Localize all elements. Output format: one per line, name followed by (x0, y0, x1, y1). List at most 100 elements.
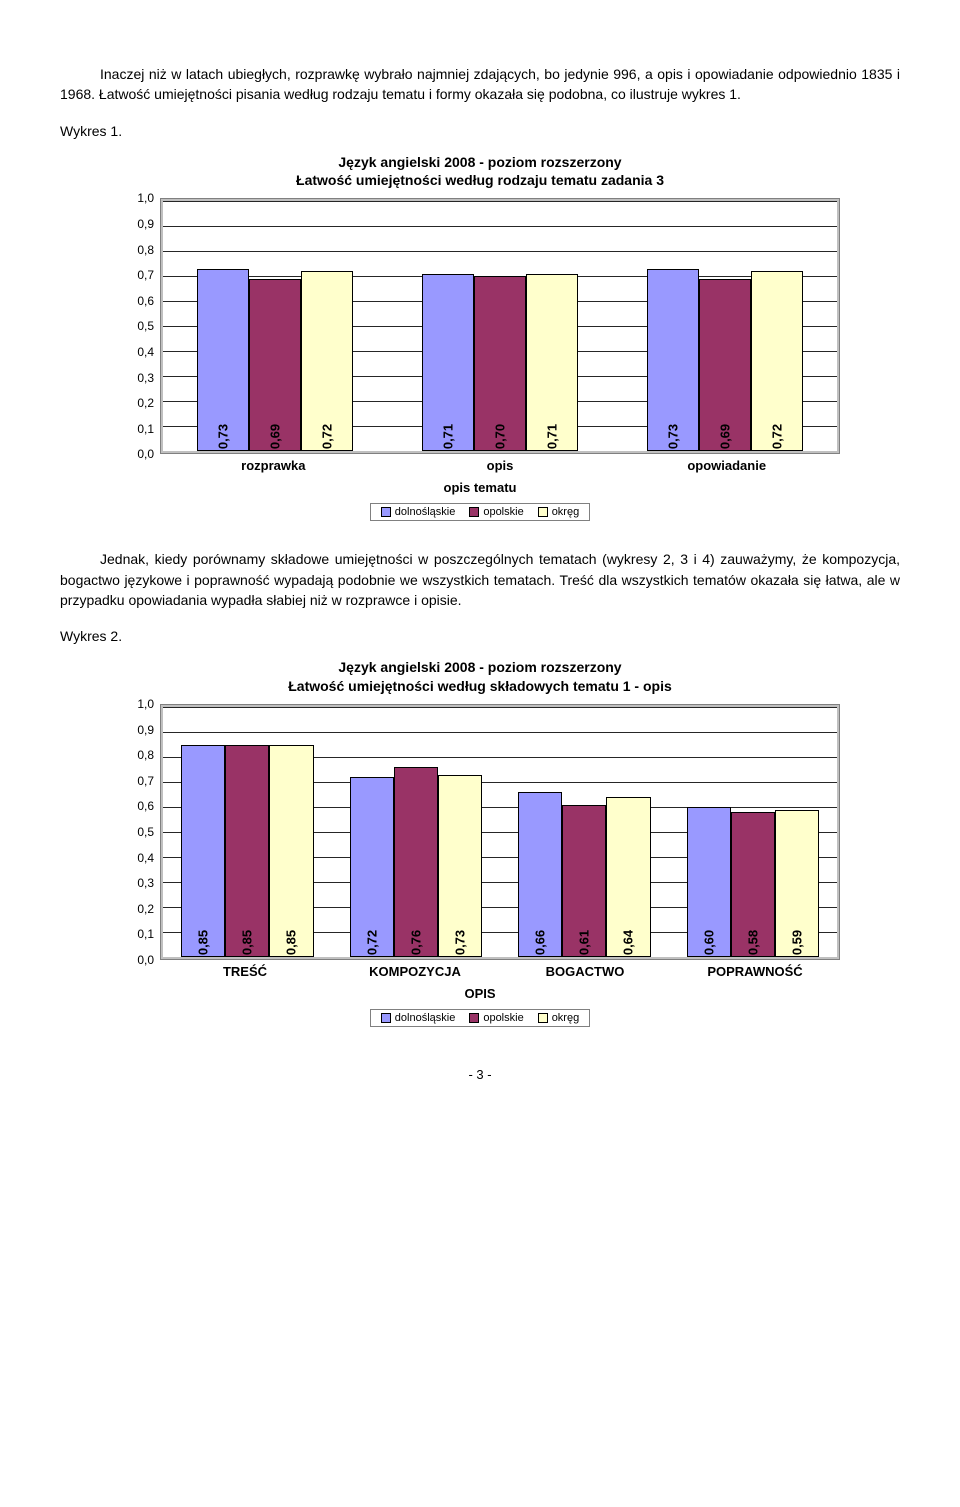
legend-swatch (469, 1013, 479, 1023)
bar: 0,58 (731, 812, 775, 957)
wykres1-label: Wykres 1. (60, 123, 900, 139)
chart-1: Język angielski 2008 - poziom rozszerzon… (120, 153, 840, 522)
x-axis-label: TREŚĆ (160, 960, 330, 984)
bar-value-label: 0,71 (441, 424, 456, 449)
legend-swatch (469, 507, 479, 517)
chart1-title-line1: Język angielski 2008 - poziom rozszerzon… (338, 154, 621, 170)
bar-value-label: 0,60 (701, 930, 716, 955)
bar-value-label: 0,85 (240, 930, 255, 955)
chart2-axis-title: OPIS (120, 986, 840, 1001)
y-tick-label: 1,0 (124, 191, 154, 205)
y-tick-label: 0,1 (124, 927, 154, 941)
bar-value-label: 0,69 (717, 424, 732, 449)
chart1-title: Język angielski 2008 - poziom rozszerzon… (120, 153, 840, 191)
y-tick-label: 0,9 (124, 723, 154, 737)
y-tick-label: 0,9 (124, 217, 154, 231)
legend-item: opolskie (469, 1012, 523, 1024)
bar-value-label: 0,85 (196, 930, 211, 955)
y-tick-label: 0,5 (124, 825, 154, 839)
y-tick-label: 0,0 (124, 953, 154, 967)
bar-value-label: 0,70 (493, 424, 508, 449)
x-axis-label: rozprawka (160, 454, 387, 478)
bar: 0,61 (562, 805, 606, 958)
y-tick-label: 0,4 (124, 345, 154, 359)
page-number: - 3 - (60, 1067, 900, 1082)
legend-label: okręg (552, 1012, 580, 1024)
bar: 0,76 (394, 767, 438, 957)
bar-group: 0,60 0,58 0,59 (669, 707, 838, 957)
bar: 0,73 (647, 269, 699, 452)
bar-group: 0,85 0,85 0,85 (163, 707, 332, 957)
legend-swatch (381, 1013, 391, 1023)
chart2-title: Język angielski 2008 - poziom rozszerzon… (120, 658, 840, 696)
wykres2-label: Wykres 2. (60, 628, 900, 644)
legend-item: okręg (538, 506, 580, 518)
legend-item: dolnośląskie (381, 1012, 456, 1024)
bar: 0,70 (474, 276, 526, 451)
y-tick-label: 0,7 (124, 268, 154, 282)
legend-label: opolskie (483, 1012, 523, 1024)
bar-value-label: 0,59 (789, 930, 804, 955)
legend-label: okręg (552, 506, 580, 518)
legend-swatch (538, 507, 548, 517)
chart2-title-line2: Łatwość umiejętności według składowych t… (288, 678, 672, 694)
x-axis-label: POPRAWNOŚĆ (670, 960, 840, 984)
x-axis-label: KOMPOZYCJA (330, 960, 500, 984)
bar-value-label: 0,71 (545, 424, 560, 449)
bar: 0,69 (699, 279, 751, 452)
legend-swatch (381, 507, 391, 517)
y-tick-label: 0,1 (124, 422, 154, 436)
x-axis-label: opis (387, 454, 614, 478)
y-tick-label: 0,3 (124, 371, 154, 385)
bar-value-label: 0,72 (364, 930, 379, 955)
x-axis-label: opowiadanie (613, 454, 840, 478)
bar: 0,72 (301, 271, 353, 451)
bar-group: 0,72 0,76 0,73 (332, 707, 501, 957)
y-tick-label: 0,4 (124, 851, 154, 865)
bar: 0,73 (438, 775, 482, 958)
middle-paragraph: Jednak, kiedy porównamy składowe umiejęt… (60, 549, 900, 610)
chart2-plot-area: 0,85 0,85 0,85 0,72 0,76 0,73 0,66 0,61 0,64 0,60… (160, 704, 840, 984)
y-tick-label: 0,6 (124, 799, 154, 813)
bar-group: 0,730,690,72 (163, 201, 388, 451)
bar-value-label: 0,61 (577, 930, 592, 955)
y-tick-label: 0,6 (124, 294, 154, 308)
bar: 0,64 (606, 797, 650, 957)
chart1-plot-area: 0,730,690,720,710,700,710,730,690,72 roz… (160, 198, 840, 478)
x-axis-label: BOGACTWO (500, 960, 670, 984)
bar-value-label: 0,58 (745, 930, 760, 955)
bar-value-label: 0,72 (769, 424, 784, 449)
bar-group: 0,66 0,61 0,64 (500, 707, 669, 957)
chart1-axis-title: opis tematu (120, 480, 840, 495)
bar-value-label: 0,72 (320, 424, 335, 449)
legend-label: dolnośląskie (395, 506, 456, 518)
y-tick-label: 0,5 (124, 319, 154, 333)
bar-group: 0,73 0,69 0,72 (612, 201, 837, 451)
chart2-title-line1: Język angielski 2008 - poziom rozszerzon… (338, 659, 621, 675)
bar: 0,73 (197, 269, 249, 452)
bar: 0,66 (518, 792, 562, 957)
chart1-legend: dolnośląskie opolskie okręg (370, 503, 590, 521)
bar-group: 0,71 0,70 0,71 (388, 201, 613, 451)
bar: 0,59 (775, 810, 819, 958)
chart-2: Język angielski 2008 - poziom rozszerzon… (120, 658, 840, 1027)
legend-swatch (538, 1013, 548, 1023)
legend-label: dolnośląskie (395, 1012, 456, 1024)
bar: 0,85 (269, 745, 313, 958)
bar: 0,71 (526, 274, 578, 452)
y-tick-label: 0,8 (124, 748, 154, 762)
y-tick-label: 0,2 (124, 902, 154, 916)
bar: 0,72 (350, 777, 394, 957)
chart1-title-line2: Łatwość umiejętności według rodzaju tema… (296, 172, 664, 188)
legend-item: opolskie (469, 506, 523, 518)
y-tick-label: 0,0 (124, 447, 154, 461)
bar-value-label: 0,85 (284, 930, 299, 955)
legend-item: okręg (538, 1012, 580, 1024)
bar-value-label: 0,76 (408, 930, 423, 955)
chart2-legend: dolnośląskie opolskie okręg (370, 1009, 590, 1027)
y-tick-label: 0,8 (124, 243, 154, 257)
intro-paragraph: Inaczej niż w latach ubiegłych, rozprawk… (60, 64, 900, 105)
y-tick-label: 0,7 (124, 774, 154, 788)
bar: 0,85 (181, 745, 225, 958)
y-tick-label: 0,3 (124, 876, 154, 890)
